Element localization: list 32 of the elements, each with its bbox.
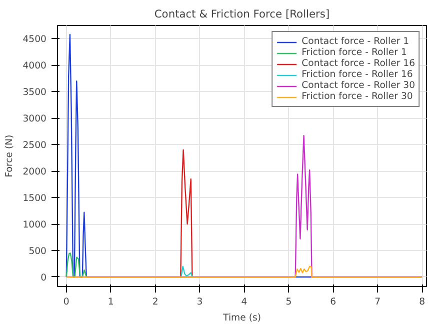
line-series bbox=[66, 252, 87, 278]
x-tick-label: 6 bbox=[330, 296, 336, 308]
x-tick-label: 3 bbox=[196, 296, 203, 308]
chart-title: Contact & Friction Force [Rollers] bbox=[154, 8, 330, 20]
legend-label: Friction force - Roller 1 bbox=[302, 47, 407, 58]
y-tick-label: 3500 bbox=[22, 87, 47, 98]
x-tick-label: 4 bbox=[241, 296, 248, 308]
y-tick-label: 2000 bbox=[22, 166, 47, 178]
y-tick-label: 0 bbox=[40, 272, 47, 284]
legend-label: Contact force - Roller 30 bbox=[302, 80, 415, 91]
legend-label: Contact force - Roller 16 bbox=[302, 58, 415, 69]
y-axis-title: Force (N) bbox=[4, 134, 15, 178]
x-tick-label: 7 bbox=[374, 296, 381, 308]
legend-label: Friction force - Roller 30 bbox=[302, 91, 413, 102]
y-tick-label: 3000 bbox=[22, 114, 47, 125]
y-tick-label: 4500 bbox=[22, 34, 47, 46]
x-axis-title: Time (s) bbox=[222, 312, 261, 324]
y-tick-label: 1500 bbox=[22, 193, 47, 204]
y-tick-label: 500 bbox=[28, 246, 47, 257]
x-tick-label: 5 bbox=[286, 296, 292, 308]
legend-label: Friction force - Roller 16 bbox=[302, 69, 413, 80]
line-series bbox=[180, 266, 193, 278]
x-tick-label: 8 bbox=[419, 296, 426, 308]
y-tick-label: 4000 bbox=[22, 60, 47, 72]
x-tick-label: 1 bbox=[108, 296, 114, 308]
legend-label: Contact force - Roller 1 bbox=[302, 36, 410, 47]
x-tick-label: 2 bbox=[152, 296, 158, 308]
line-series bbox=[66, 266, 423, 278]
y-tick-label: 2500 bbox=[22, 140, 47, 152]
line-series bbox=[180, 149, 193, 278]
x-tick-label: 0 bbox=[63, 296, 70, 308]
y-tick-label: 1000 bbox=[22, 220, 47, 231]
